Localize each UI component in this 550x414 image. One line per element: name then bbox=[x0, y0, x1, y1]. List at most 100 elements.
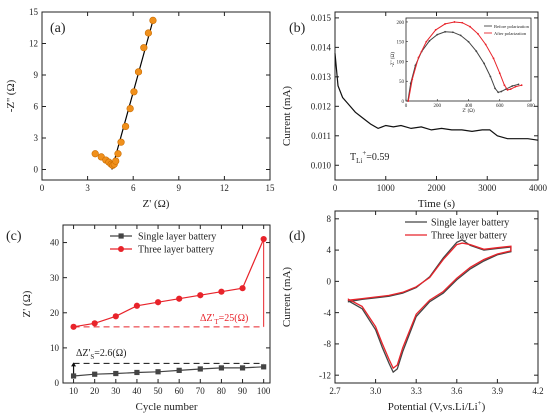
panel-b-inset-point bbox=[467, 40, 470, 43]
panel-c-delta-s-sub: S bbox=[90, 353, 94, 361]
panel-b-inset-point bbox=[503, 84, 506, 87]
panel-c-y-tick-label: 20 bbox=[50, 308, 60, 318]
panel-a-y-tick-label: 3 bbox=[34, 133, 39, 143]
panel-b-inset-point bbox=[483, 62, 486, 65]
panel-d-y-tick-label: 4 bbox=[327, 245, 332, 255]
panel-a-y-tick-label: 12 bbox=[29, 39, 38, 49]
panel-b-inset-point bbox=[436, 33, 439, 36]
panel-a-point bbox=[114, 150, 122, 158]
panel-b-inset-point bbox=[425, 40, 428, 43]
panel-d-cv-curve bbox=[347, 242, 512, 370]
panel-b-x-tick-label: 2000 bbox=[428, 183, 447, 193]
panel-a-x-tick-label: 15 bbox=[266, 183, 276, 193]
panel-b-inset-x-tick-label: 0 bbox=[405, 104, 408, 109]
panel-d-y-tick-label: -4 bbox=[324, 308, 332, 318]
panel-a-label: (a) bbox=[50, 21, 66, 36]
panel-d-label: (d) bbox=[289, 229, 306, 244]
panel-b-x-tick-label: 0 bbox=[333, 183, 338, 193]
panel-c-point bbox=[92, 371, 98, 377]
panel-b-current-line bbox=[334, 53, 539, 141]
panel-a-point bbox=[149, 16, 157, 25]
panel-d-y-tick-label: -8 bbox=[324, 339, 332, 349]
panel-d-ylabel: Current (mA) bbox=[281, 267, 293, 328]
panel-c-delta-s-label: ΔZ'S=2.6(Ω) bbox=[76, 348, 126, 361]
panel-c-x-tick-label: 20 bbox=[90, 386, 100, 396]
panel-c-y-tick-label: 10 bbox=[50, 343, 60, 353]
panel-b-inset-legend-label: After polarization bbox=[494, 31, 527, 36]
panel-d-legend-label: Three layer battery bbox=[431, 231, 507, 242]
panel-b-inset-point bbox=[411, 78, 414, 81]
panel-b-inset-point bbox=[497, 91, 500, 94]
panel-c-xlabel: Cycle number bbox=[135, 401, 197, 413]
panel-b-inset-x-tick-label: 600 bbox=[496, 104, 504, 109]
panel-b-transference-label: TLi+=0.59 bbox=[350, 149, 389, 165]
panel-a-y-tick-label: 6 bbox=[34, 102, 39, 112]
panel-b-y-tick-label: 0.012 bbox=[311, 101, 331, 111]
panel-b-inset-point bbox=[514, 85, 517, 88]
panel-b-ylabel: Current (mA) bbox=[281, 86, 293, 147]
panel-a-point bbox=[140, 44, 148, 52]
panel-c-frame bbox=[62, 224, 271, 384]
panel-b-ann-val: =0.59 bbox=[366, 152, 389, 163]
panel-b-inset-point bbox=[506, 89, 509, 91]
panel-b-ann-sub: Li bbox=[356, 157, 362, 165]
panel-a-frame bbox=[41, 11, 271, 181]
panel-c-point bbox=[154, 299, 162, 306]
panel-c-point bbox=[70, 373, 77, 379]
panel-b-inset-point bbox=[459, 34, 462, 37]
panel-b-y-tick-label: 0.013 bbox=[311, 72, 332, 82]
panel-c-point bbox=[218, 365, 225, 371]
panel-c-delta-t-value: =25(Ω) bbox=[219, 313, 249, 324]
panel-c-x-tick-label: 100 bbox=[257, 386, 271, 396]
panel-a-point bbox=[144, 29, 152, 37]
panel-c-delta-t-text: ΔZ' bbox=[200, 313, 215, 324]
panel-c-point bbox=[112, 313, 119, 320]
panel-a-x-tick-label: 6 bbox=[131, 183, 136, 193]
panel-b-inset-point bbox=[489, 75, 492, 78]
panel-c-x-tick-label: 60 bbox=[175, 386, 185, 396]
panel-b-inset-point bbox=[417, 56, 420, 59]
panel-b-inset-point bbox=[407, 100, 410, 102]
panel-d-y-tick-label: 0 bbox=[327, 277, 332, 287]
panel-a-y-tick-label: 15 bbox=[29, 7, 39, 17]
panel-a-xlabel: Z' (Ω) bbox=[143, 198, 170, 210]
panel-d-x-tick-label: 3.6 bbox=[451, 386, 463, 396]
panel-b-x-tick-label: 1000 bbox=[377, 183, 396, 193]
panel-a-x-tick-label: 12 bbox=[220, 183, 229, 193]
panel-b-inset-point bbox=[453, 21, 456, 23]
panel-a-x-tick-label: 0 bbox=[40, 183, 45, 193]
panel-b-inset-x-tick-label: 200 bbox=[434, 104, 442, 109]
panel-b-inset-xlabel: Z' (Ω) bbox=[462, 109, 475, 114]
panel-c-point bbox=[197, 292, 204, 299]
panel-b-xlabel: Time (s) bbox=[418, 198, 456, 210]
panel-a-point bbox=[134, 68, 143, 76]
panel-c-point bbox=[91, 320, 98, 327]
panel-c-legend-label: Three layer battery bbox=[138, 245, 214, 256]
panel-b-inset-point bbox=[494, 87, 496, 90]
panel-d-x-tick-label: 3.0 bbox=[370, 386, 382, 396]
panel-d-x-tick-label: 3.3 bbox=[411, 386, 423, 396]
panel-b-inset-point bbox=[517, 83, 520, 86]
panel-d-xlabel-main: Potential (V,vs.Li/Li bbox=[388, 401, 478, 413]
panel-c-point bbox=[113, 370, 119, 377]
panel-b-inset-point bbox=[469, 25, 471, 28]
panel-a-point bbox=[121, 122, 130, 131]
panel-b-inset-x-tick-label: 400 bbox=[465, 104, 473, 109]
panel-b-inset-point bbox=[509, 88, 512, 91]
panel-c-point bbox=[260, 235, 267, 243]
panel-c-point bbox=[176, 295, 183, 302]
panel-b-y-tick-label: 0.014 bbox=[311, 43, 332, 53]
panel-a-ylabel: -Z'' (Ω) bbox=[5, 79, 17, 112]
panel-b-inset-y-tick-label: 150 bbox=[397, 41, 405, 46]
panel-c-x-tick-label: 40 bbox=[132, 386, 142, 396]
panel-c-legend-marker bbox=[118, 233, 124, 239]
panel-c-point bbox=[176, 367, 182, 373]
panel-b-x-tick-label: 3000 bbox=[478, 183, 497, 193]
panel-b-inset-point bbox=[500, 90, 503, 93]
panel-b-inset-x-tick-label: 800 bbox=[527, 104, 535, 109]
panel-a-point bbox=[112, 157, 120, 165]
panel-c-point bbox=[239, 285, 246, 292]
panel-c-point bbox=[261, 364, 267, 370]
panel-d-xlabel-sup: + bbox=[478, 399, 482, 407]
panel-b-inset-point bbox=[520, 84, 523, 87]
